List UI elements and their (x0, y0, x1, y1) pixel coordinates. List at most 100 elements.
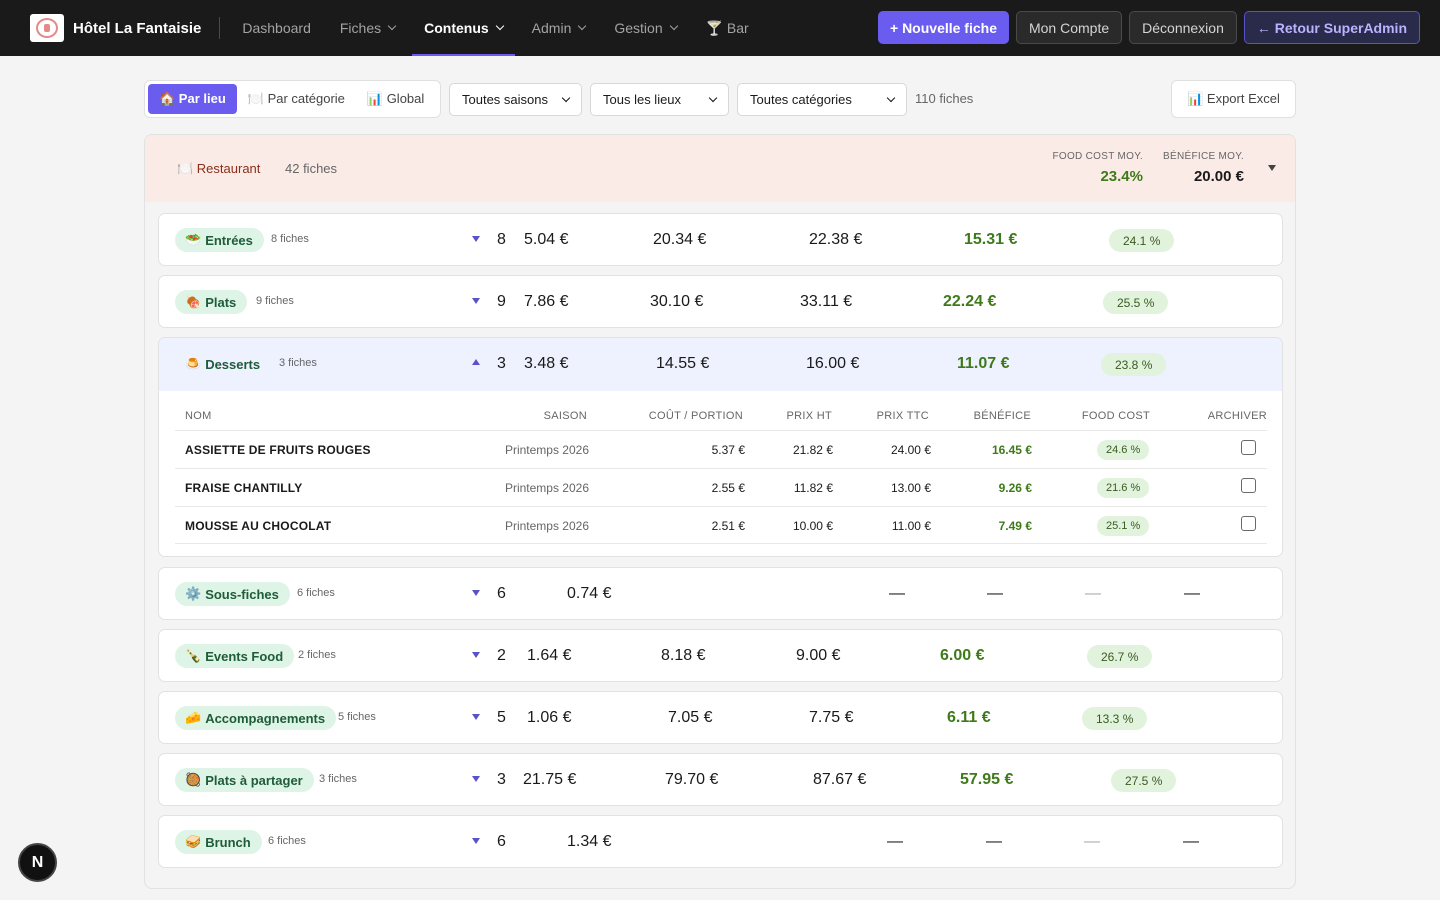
recipe-season: Printemps 2026 (504, 481, 589, 495)
category-food-cost-badge: 27.5 % (1111, 769, 1177, 792)
recipe-price-ttc: 11.00 € (891, 519, 931, 533)
category-food-cost-badge: 25.5 % (1103, 291, 1169, 314)
category-food-cost-badge: 23.8 % (1101, 353, 1167, 376)
category-count: 5 fiches (338, 711, 376, 723)
category-select-value: Toutes catégories (750, 92, 852, 107)
expand-caret-icon[interactable] (472, 298, 480, 304)
view-global-tab[interactable]: 📊 Global (366, 91, 425, 106)
category-benefit: — (1084, 833, 1100, 850)
table-row[interactable]: MOUSSE AU CHOCOLAT Printemps 2026 2.51 €… (175, 506, 1267, 544)
chevron-down-icon (561, 93, 571, 102)
category-n: 6 (497, 585, 506, 602)
nav-fiches[interactable]: Fiches (328, 0, 407, 56)
category-row-plats[interactable]: 🍖 Plats 9 fiches 9 7.86 € 30.10 € 33.11 €… (158, 275, 1283, 328)
category-benefit: 6.00 € (940, 647, 985, 664)
expand-caret-icon[interactable] (472, 838, 480, 844)
recipe-benefit: 16.45 € (991, 443, 1032, 457)
category-name: Brunch (205, 834, 251, 850)
nav-gestion[interactable]: Gestion (602, 0, 688, 56)
nav-bar[interactable]: 🍸 Bar (694, 0, 761, 56)
nav-contenus[interactable]: Contenus (412, 0, 515, 56)
category-name: Plats à partager (205, 772, 303, 788)
category-count: 2 fiches (298, 649, 336, 661)
archive-checkbox[interactable] (1241, 478, 1256, 493)
category-price-ht: — (887, 833, 903, 850)
my-account-button[interactable]: Mon Compte (1015, 11, 1123, 44)
category-name: Desserts (205, 356, 261, 372)
expand-caret-icon[interactable] (472, 590, 480, 596)
category-price-ttc: — (986, 833, 1002, 850)
col-header-food-cost: FOOD COST (1081, 410, 1150, 422)
recipe-price-ht: 21.82 € (792, 443, 833, 457)
nav-dashboard[interactable]: Dashboard (230, 0, 323, 56)
expand-caret-icon[interactable] (472, 236, 480, 242)
category-name: Sous-fiches (205, 586, 279, 602)
category-emoji: 🍮 (185, 356, 202, 371)
category-emoji: 🍖 (185, 294, 202, 309)
category-cost: 7.86 € (524, 293, 569, 310)
benefit-kpi: BÉNÉFICE MOY. 20.00 € (1163, 151, 1244, 185)
category-n: 2 (497, 647, 506, 664)
category-header-desserts[interactable]: 🍮 Desserts 3 fiches 3 3.48 € 14.55 € 16.0… (159, 338, 1282, 391)
restaurant-header[interactable]: 🍽️ Restaurant 42 fiches FOOD COST MOY. 2… (145, 135, 1295, 202)
view-by-place-tab[interactable]: 🏠 Par lieu (148, 84, 237, 114)
category-row-desserts[interactable]: 🍮 Desserts 3 fiches 3 3.48 € 14.55 € 16.0… (158, 337, 1283, 557)
category-select[interactable]: Toutes catégories (737, 83, 907, 116)
category-pill: 🥘 Plats à partager (175, 768, 314, 792)
table-row[interactable]: FRAISE CHANTILLY Printemps 2026 2.55 € 1… (175, 468, 1267, 506)
category-row-sous-fiches[interactable]: ⚙️ Sous-fiches 6 fiches 6 0.74 € — — — — (158, 567, 1283, 620)
category-benefit: — (1085, 585, 1101, 602)
category-pill: 🥗 Entrées (175, 228, 264, 252)
export-excel-button[interactable]: 📊 Export Excel (1171, 80, 1296, 118)
category-count: 6 fiches (268, 835, 306, 847)
expand-caret-icon[interactable] (472, 652, 480, 658)
category-cost: 1.64 € (527, 647, 572, 664)
season-select[interactable]: Toutes saisons (449, 83, 582, 116)
superadmin-return-button[interactable]: ← Retour SuperAdmin (1243, 11, 1420, 44)
col-header-benefit: BÉNÉFICE (973, 410, 1031, 422)
expand-caret-icon[interactable] (472, 776, 480, 782)
nav-fiches-label: Fiches (339, 20, 382, 36)
category-count: 9 fiches (256, 295, 294, 307)
collapse-caret-icon[interactable] (472, 359, 480, 365)
place-select[interactable]: Tous les lieux (590, 83, 729, 116)
category-cost: 0.74 € (567, 585, 612, 602)
nav-admin[interactable]: Admin (520, 0, 598, 56)
category-row-events-food[interactable]: 🍾 Events Food 2 fiches 2 1.64 € 8.18 € 9.… (158, 629, 1283, 682)
chevron-down-icon (886, 93, 896, 102)
dev-tools-badge[interactable]: N (18, 843, 57, 882)
category-row-entrees[interactable]: 🥗 Entrées 8 fiches 8 5.04 € 20.34 € 22.38… (158, 213, 1283, 266)
category-price-ht: 7.05 € (668, 709, 713, 726)
category-price-ht: 20.34 € (653, 231, 707, 248)
category-food-cost: — (1183, 833, 1199, 850)
archive-checkbox[interactable] (1241, 440, 1256, 455)
category-row-accompagnements[interactable]: 🧀 Accompagnements 5 fiches 5 1.06 € 7.05 … (158, 691, 1283, 744)
expand-caret-icon[interactable] (472, 714, 480, 720)
category-emoji: 🥗 (185, 232, 202, 247)
category-price-ttc: 22.38 € (809, 231, 863, 248)
nav-dashboard-label: Dashboard (242, 20, 311, 36)
recipe-price-ht: 11.82 € (793, 481, 833, 495)
recipe-name[interactable]: MOUSSE AU CHOCOLAT (185, 519, 332, 533)
logout-button[interactable]: Déconnexion (1129, 11, 1237, 44)
chevron-down-icon (387, 21, 397, 31)
category-name: Entrées (205, 232, 253, 248)
category-benefit: 11.07 € (957, 355, 1010, 372)
brand[interactable]: Hôtel La Fantaisie (30, 0, 201, 56)
view-by-category-tab[interactable]: 🍽️ Par catégorie (247, 91, 345, 106)
hotel-logo (30, 14, 64, 42)
category-emoji: 🧀 (185, 710, 202, 725)
category-benefit: 22.24 € (943, 293, 997, 310)
collapse-caret-icon[interactable] (1268, 165, 1276, 171)
food-cost-value: 23.4% (1100, 168, 1143, 185)
category-row-brunch[interactable]: 🥪 Brunch 6 fiches 6 1.34 € — — — — (158, 815, 1283, 868)
table-row[interactable]: ASSIETTE DE FRUITS ROUGES Printemps 2026… (175, 430, 1267, 468)
nav-actions: + Nouvelle fiche Mon Compte Déconnexion … (871, 11, 1420, 44)
archive-checkbox[interactable] (1241, 516, 1256, 531)
new-fiche-button[interactable]: + Nouvelle fiche (878, 11, 1009, 44)
restaurant-count: 42 fiches (285, 161, 338, 176)
chevron-down-icon (578, 21, 587, 31)
recipe-name[interactable]: FRAISE CHANTILLY (185, 481, 303, 495)
category-row-plats-a-partager[interactable]: 🥘 Plats à partager 3 fiches 3 21.75 € 79.… (158, 753, 1283, 806)
recipe-name[interactable]: ASSIETTE DE FRUITS ROUGES (185, 443, 371, 457)
